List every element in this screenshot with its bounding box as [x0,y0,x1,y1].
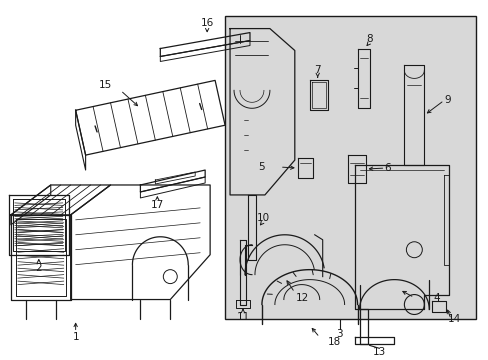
Text: 16: 16 [200,18,213,28]
Text: 13: 13 [372,347,386,357]
Text: 5: 5 [258,162,264,172]
Text: 11: 11 [236,312,249,323]
Text: 2: 2 [36,263,42,273]
Bar [224,15,475,319]
Text: 9: 9 [443,95,449,105]
Text: 18: 18 [327,337,341,347]
Text: 17: 17 [150,200,163,210]
Text: 14: 14 [447,314,460,324]
Text: 12: 12 [296,293,309,302]
Text: 8: 8 [366,33,372,44]
Text: 15: 15 [99,80,112,90]
Text: 4: 4 [432,293,439,302]
Text: 7: 7 [314,66,321,76]
Text: 1: 1 [72,332,79,342]
Text: 3: 3 [336,329,342,339]
Text: 6: 6 [384,163,390,173]
Text: 10: 10 [256,213,269,223]
